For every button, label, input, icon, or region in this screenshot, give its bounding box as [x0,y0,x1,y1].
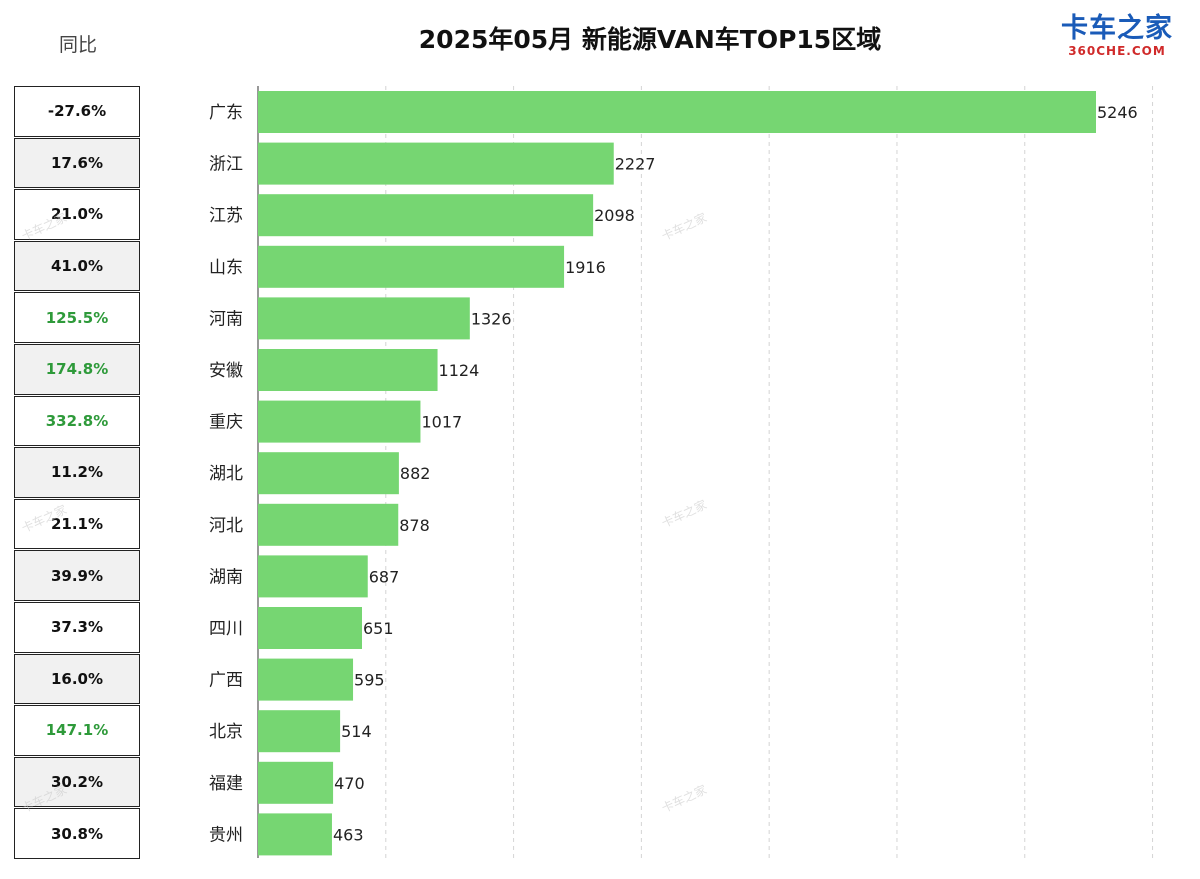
value-label: 1124 [439,361,480,380]
category-label: 四川 [209,619,243,639]
bar [258,142,614,185]
yoy-cell: 41.0% [14,240,140,292]
value-label: 514 [341,722,372,741]
brand-logo[interactable]: 卡车之家 360CHE.COM [1056,13,1178,59]
category-label: 广东 [209,103,243,123]
category-label: 安徽 [209,361,243,381]
yoy-column-header: 同比 [58,34,97,56]
bar [258,245,565,288]
yoy-cell: 37.3% [14,602,140,653]
yoy-cell: 21.0% [14,189,140,240]
yoy-cell: 39.9% [14,550,140,601]
bar [258,710,341,753]
yoy-cell: 30.8% [14,808,140,859]
bar [258,91,1096,133]
yoy-cell: 21.1% [14,498,140,550]
value-label: 463 [333,825,364,844]
yoy-cell: 11.2% [14,447,140,498]
yoy-cell: 174.8% [14,344,140,395]
category-label: 重庆 [209,413,243,433]
category-label: 贵州 [209,825,243,845]
category-label: 广西 [209,671,243,691]
value-label: 1017 [421,413,462,432]
yoy-cell: 125.5% [14,292,140,343]
category-label: 湖北 [209,464,243,484]
value-label: 595 [354,671,385,690]
bar [258,761,334,804]
logo-text: 卡车之家 [1061,13,1173,44]
yoy-cell: 30.2% [14,756,140,808]
category-label: 河南 [209,309,243,329]
value-label: 5246 [1097,103,1138,122]
value-label: 2227 [615,155,656,174]
value-label: 1916 [565,258,606,277]
yoy-cell: 147.1% [14,705,140,756]
chart-title: 2025年05月 新能源VAN车TOP15区域 [418,25,882,54]
logo-domain: 360CHE.COM [1068,44,1166,58]
category-label: 福建 [209,774,243,794]
category-label: 北京 [209,722,243,742]
value-label: 878 [399,516,430,535]
category-label: 江苏 [209,206,243,226]
bar [258,658,354,701]
value-label: 1326 [471,309,512,328]
bar [258,607,362,649]
category-label: 河北 [209,516,243,536]
category-label: 山东 [209,258,243,278]
bar [258,813,332,856]
category-label: 浙江 [209,155,243,175]
bar [258,194,594,237]
bar [258,452,399,495]
yoy-cell: 16.0% [14,653,140,705]
value-label: 651 [363,619,394,638]
bar [258,555,368,598]
value-label: 2098 [594,206,635,225]
bar [258,503,399,546]
value-label: 687 [369,567,400,586]
bar [258,349,438,391]
yoy-cell: 332.8% [14,395,140,447]
category-label: 湖南 [209,567,243,587]
bar [258,297,470,340]
value-label: 882 [400,464,431,483]
value-label: 470 [334,774,365,793]
bar [258,400,421,443]
yoy-cell: 17.6% [14,137,140,189]
yoy-cell: -27.6% [14,86,140,137]
